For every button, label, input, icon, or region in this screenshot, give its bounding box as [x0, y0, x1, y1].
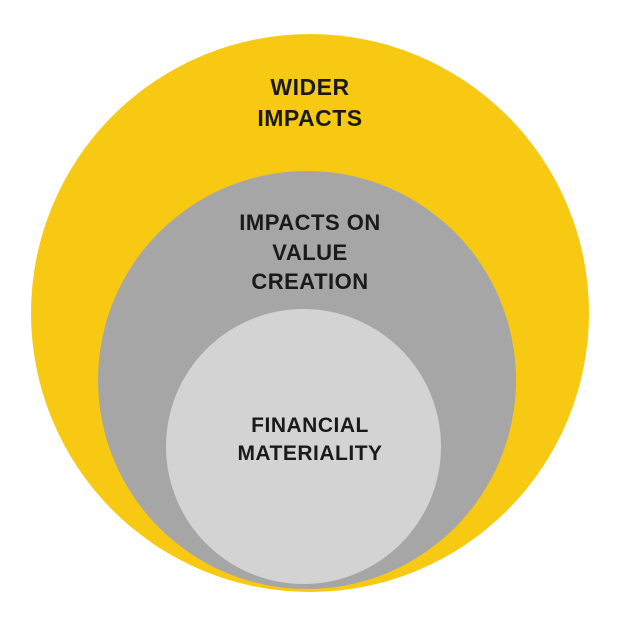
- inner-label: FINANCIALMATERIALITY: [0, 412, 620, 469]
- outer-label: WIDERIMPACTS: [0, 72, 620, 134]
- middle-label: IMPACTS ONVALUECREATION: [0, 208, 620, 297]
